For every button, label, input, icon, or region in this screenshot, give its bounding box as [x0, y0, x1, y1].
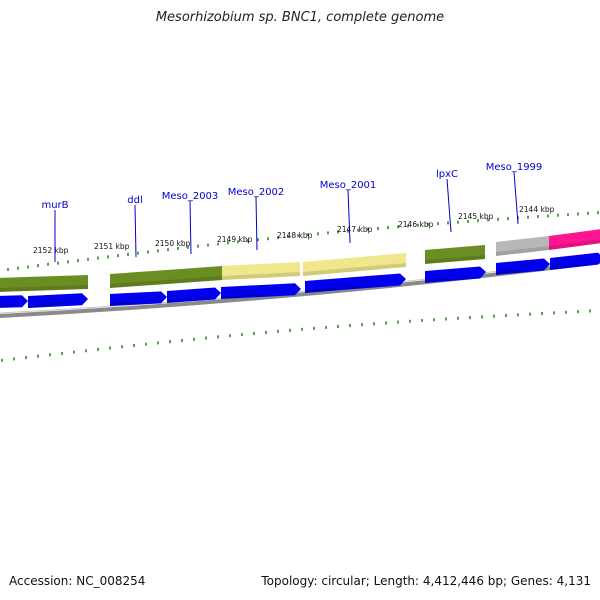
- gene-label-leader: [255, 196, 258, 251]
- gene-arrow: [221, 283, 301, 299]
- gene-label-leader: [513, 171, 519, 225]
- cog-feature-shade: [0, 285, 88, 292]
- accession-text: Accession: NC_008254: [9, 574, 146, 588]
- map-title: Mesorhizobium sp. BNC1, complete genome: [155, 10, 445, 25]
- gene-arrow: [110, 291, 167, 306]
- cog-feature-box: [496, 236, 549, 256]
- cog-feature-box: [425, 245, 485, 264]
- kbp-label: 2146 kbp: [398, 220, 434, 229]
- genome-summary-text: Topology: circular; Length: 4,412,446 bp…: [261, 574, 591, 588]
- cog-feature-box: [549, 229, 600, 250]
- gene-label-leader: [347, 189, 351, 244]
- kbp-label: 2150 kbp: [155, 239, 191, 248]
- gene-arrow-shade: [550, 260, 600, 270]
- kbp-label: 2149 kbp: [217, 235, 253, 244]
- gene-arrow: [305, 273, 406, 293]
- gene-arrow-shade: [28, 301, 88, 308]
- gene-label: Meso_2001: [320, 180, 377, 191]
- cog-feature-shade: [496, 246, 549, 256]
- gene-arrow-shade: [221, 291, 301, 299]
- gene-arrow: [28, 293, 88, 308]
- cog-feature-shade: [110, 280, 167, 288]
- gene-label: lpxC: [436, 169, 458, 180]
- gene-arrow-shade: [425, 274, 486, 283]
- cog-feature-shade: [167, 276, 222, 284]
- gene-label: Meso_1999: [486, 162, 543, 173]
- gene-label: ddl: [127, 195, 142, 206]
- kbp-label: 2151 kbp: [94, 242, 130, 251]
- gene-arrow: [167, 287, 221, 303]
- kbp-label: 2144 kbp: [519, 205, 555, 214]
- kbp-label: 2148 kbp: [277, 231, 313, 240]
- gene-labels: murB ddl Meso_2003 Meso_2002 Meso_2001 lpxC Me…: [41, 162, 542, 262]
- gene-arrow-shade: [167, 295, 221, 303]
- kbp-labels: 2152 kbp 2151 kbp 2150 kbp 2149 kbp 2148 kbp…: [33, 205, 555, 255]
- gene-arrow-track: [0, 252, 600, 308]
- inner-tick-ring: [1, 309, 591, 362]
- cog-feature-box: [0, 275, 88, 292]
- gene-arrow: [0, 295, 28, 308]
- kbp-label: 2152 kbp: [33, 246, 69, 255]
- gene-arrow: [550, 252, 600, 270]
- gene-arrow-shade: [110, 299, 167, 306]
- kbp-label: 2145 kbp: [458, 212, 494, 221]
- cog-feature-shade: [549, 239, 600, 250]
- cog-feature-box: [110, 270, 167, 288]
- gene-label-leader: [134, 204, 137, 258]
- gene-arrow: [496, 258, 550, 275]
- gene-arrow-shade: [0, 303, 28, 308]
- cog-feature-box: [167, 266, 222, 284]
- cog-feature-track: [0, 229, 600, 292]
- kbp-label: 2147 kbp: [337, 225, 373, 234]
- gene-arrow-shade: [496, 266, 550, 275]
- gene-arrow-shade: [305, 281, 406, 293]
- cog-feature-box: [222, 262, 300, 280]
- gene-label: murB: [41, 200, 68, 211]
- cog-feature-shade: [425, 255, 485, 264]
- cog-feature-box: [303, 253, 406, 276]
- cog-feature-shade: [222, 272, 300, 280]
- cog-feature-shade: [303, 263, 406, 276]
- gene-label: Meso_2003: [162, 191, 219, 202]
- gene-label-leader: [189, 200, 192, 255]
- gene-label: Meso_2002: [228, 187, 285, 198]
- gene-label-leader: [446, 178, 452, 233]
- gene-arrow: [425, 266, 486, 283]
